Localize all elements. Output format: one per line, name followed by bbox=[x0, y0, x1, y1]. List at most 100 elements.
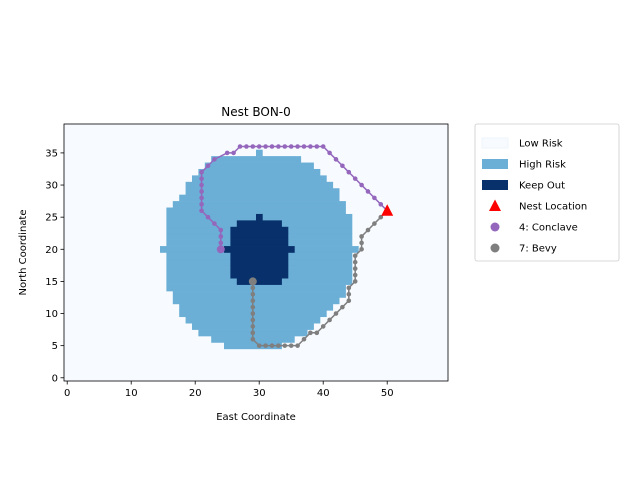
series-point bbox=[231, 151, 236, 156]
high-risk-cell-row bbox=[166, 285, 346, 292]
y-tick-label: 5 bbox=[52, 341, 58, 352]
series-point bbox=[251, 318, 256, 323]
series-point bbox=[353, 279, 358, 284]
high-risk-cell-row bbox=[166, 208, 346, 215]
series-point bbox=[353, 176, 358, 181]
legend-entry: High Risk bbox=[482, 159, 566, 171]
plot-area bbox=[64, 124, 448, 381]
series-point bbox=[251, 324, 256, 329]
x-axis-label: East Coordinate bbox=[216, 412, 296, 423]
legend-entry: Keep Out bbox=[482, 180, 565, 192]
series-point bbox=[359, 241, 364, 246]
series-point bbox=[251, 311, 256, 316]
high-risk-cell-row bbox=[256, 150, 263, 157]
legend-dot-marker bbox=[491, 223, 500, 232]
x-tick-label: 10 bbox=[125, 388, 138, 399]
keep-out-cell-row bbox=[230, 227, 288, 234]
series-point bbox=[340, 305, 345, 310]
series-point bbox=[379, 202, 384, 207]
series-point bbox=[353, 273, 358, 278]
keep-out-cell-row bbox=[230, 272, 288, 279]
series-point bbox=[347, 292, 352, 297]
series-point bbox=[315, 331, 320, 336]
legend-label: Keep Out bbox=[519, 181, 565, 192]
high-risk-cell-row bbox=[192, 175, 327, 182]
series-point bbox=[251, 144, 256, 149]
series-point bbox=[334, 311, 339, 316]
series-start-point bbox=[249, 277, 257, 285]
legend-label: Low Risk bbox=[519, 139, 563, 150]
series-point bbox=[308, 331, 313, 336]
series-point bbox=[244, 144, 249, 149]
series-point bbox=[251, 305, 256, 310]
legend-label: 4: Conclave bbox=[519, 223, 578, 234]
legend-entry: Low Risk bbox=[482, 138, 563, 150]
series-point bbox=[225, 151, 230, 156]
series-point bbox=[289, 343, 294, 348]
series-point bbox=[283, 343, 288, 348]
high-risk-cell-row bbox=[186, 188, 340, 195]
y-tick-label: 30 bbox=[45, 181, 58, 192]
x-tick-label: 50 bbox=[381, 388, 394, 399]
y-tick-label: 25 bbox=[45, 213, 58, 224]
series-point bbox=[302, 144, 307, 149]
legend-swatch bbox=[482, 138, 508, 148]
high-risk-cell-row bbox=[173, 291, 346, 298]
legend-swatch bbox=[482, 180, 508, 190]
keep-out-cell-row bbox=[230, 253, 288, 260]
series-point bbox=[359, 183, 364, 188]
keep-out-cell-row bbox=[230, 259, 288, 266]
series-point bbox=[334, 157, 339, 162]
series-point bbox=[327, 151, 332, 156]
series-point bbox=[353, 266, 358, 271]
y-tick-label: 15 bbox=[45, 277, 58, 288]
x-tick-label: 30 bbox=[253, 388, 266, 399]
series-point bbox=[251, 331, 256, 336]
series-point bbox=[321, 144, 326, 149]
series-point bbox=[289, 144, 294, 149]
keep-out-cell-row bbox=[230, 265, 288, 272]
series-point bbox=[257, 144, 262, 149]
series-point bbox=[276, 144, 281, 149]
y-tick-label: 35 bbox=[45, 148, 58, 159]
series-point bbox=[199, 183, 204, 188]
keep-out-cell-row bbox=[230, 233, 288, 240]
series-point bbox=[251, 298, 256, 303]
series-point bbox=[321, 324, 326, 329]
y-axis-label: North Coordinate bbox=[18, 210, 29, 296]
series-start-point bbox=[217, 245, 225, 253]
chart-title: Nest BON-0 bbox=[221, 105, 291, 119]
series-point bbox=[199, 176, 204, 181]
legend-label: High Risk bbox=[519, 160, 566, 171]
keep-out-cell-row bbox=[256, 214, 263, 221]
series-point bbox=[327, 318, 332, 323]
series-point bbox=[212, 157, 217, 162]
legend-label: 7: Bevy bbox=[519, 244, 557, 255]
series-point bbox=[347, 298, 352, 303]
series-point bbox=[257, 343, 262, 348]
y-tick-label: 20 bbox=[45, 245, 58, 256]
y-tick-label: 0 bbox=[52, 373, 58, 384]
x-tick-label: 20 bbox=[189, 388, 202, 399]
series-point bbox=[199, 208, 204, 213]
series-point bbox=[315, 144, 320, 149]
series-point bbox=[270, 144, 275, 149]
legend: Low Risk High Risk Keep Out Nest Location 4:… bbox=[475, 124, 619, 261]
series-point bbox=[347, 286, 352, 291]
series-point bbox=[219, 234, 224, 239]
series-point bbox=[359, 247, 364, 252]
series-point bbox=[219, 228, 224, 233]
series-point bbox=[366, 189, 371, 194]
high-risk-cell-row bbox=[173, 297, 340, 304]
keep-out-cell-row bbox=[230, 240, 288, 247]
chart-figure: Nest BON-0 0 10 20 30 40 50 05101520253035 Ea… bbox=[0, 0, 640, 480]
keep-out-cell-row bbox=[237, 278, 282, 285]
series-point bbox=[302, 337, 307, 342]
series-point bbox=[283, 144, 288, 149]
keep-out-cell-row bbox=[237, 220, 282, 227]
series-point bbox=[353, 260, 358, 265]
x-tick-label: 40 bbox=[317, 388, 330, 399]
y-tick-label: 10 bbox=[45, 309, 58, 320]
high-risk-cell-row bbox=[205, 163, 314, 170]
series-point bbox=[295, 343, 300, 348]
